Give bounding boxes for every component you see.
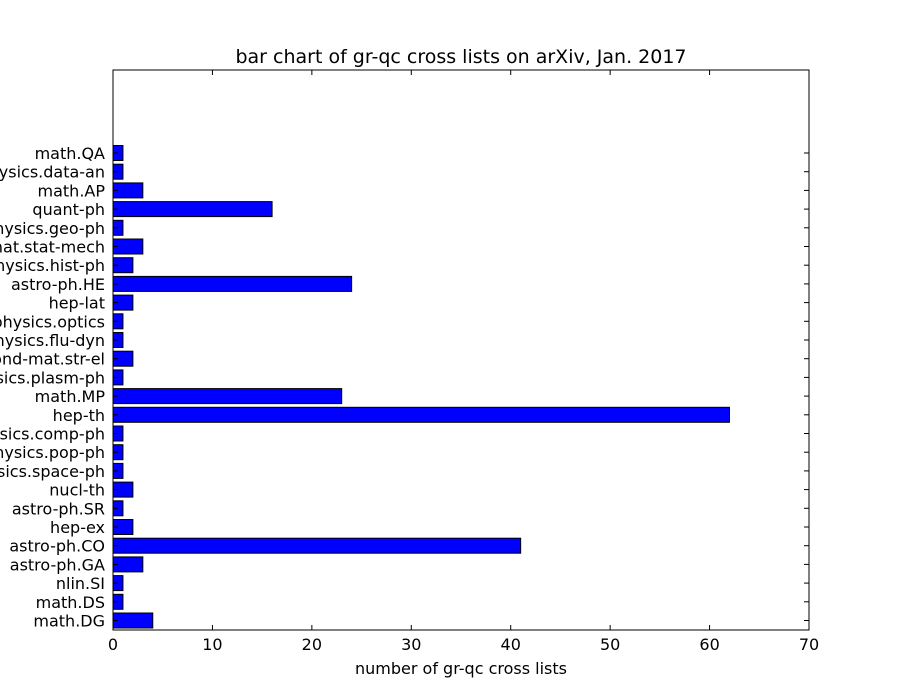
- y-tick-label: math.MP: [35, 387, 106, 406]
- axis-ticks: math.DGmath.DSnlin.SIastro-ph.GAastro-ph…: [0, 70, 819, 654]
- y-tick-label: physics.comp-ph: [0, 425, 105, 444]
- y-tick-label: nlin.SI: [56, 574, 105, 593]
- y-tick-label: cond-mat.stat-mech: [0, 238, 105, 257]
- y-tick-label: hep-ex: [50, 518, 105, 537]
- y-tick-label: math.AP: [38, 181, 106, 200]
- y-tick-label: hep-lat: [49, 294, 105, 313]
- x-tick-label: 30: [401, 635, 421, 654]
- y-tick-label: hep-th: [53, 406, 105, 425]
- y-tick-label: astro-ph.CO: [9, 537, 105, 556]
- x-axis-label: number of gr-qc cross lists: [355, 659, 567, 678]
- y-tick-label: physics.geo-ph: [0, 219, 105, 238]
- y-tick-label: astro-ph.SR: [12, 499, 105, 518]
- bar-quant-ph: [112, 201, 273, 218]
- x-tick-label: 10: [202, 635, 222, 654]
- y-tick-label: physics.plasm-ph: [0, 368, 105, 387]
- x-tick-label: 60: [699, 635, 719, 654]
- y-tick-label: astro-ph.HE: [11, 275, 105, 294]
- y-tick-label: cond-mat.str-el: [0, 350, 105, 369]
- y-tick-label: physics.data-an: [0, 163, 105, 182]
- y-tick-label: physics.flu-dyn: [0, 331, 105, 350]
- x-tick-label: 20: [302, 635, 322, 654]
- bar-math.MP: [112, 388, 343, 405]
- x-tick-label: 0: [108, 635, 118, 654]
- y-tick-label: physics.space-ph: [0, 462, 105, 481]
- bar-hep-th: [112, 406, 730, 423]
- bars: [112, 145, 730, 629]
- y-tick-label: math.DG: [33, 612, 105, 631]
- y-tick-label: math.QA: [35, 144, 105, 163]
- x-tick-label: 70: [799, 635, 819, 654]
- bar-astro-ph.CO: [112, 537, 522, 554]
- y-tick-label: nucl-th: [49, 481, 105, 500]
- bar-astro-ph.HE: [112, 275, 353, 292]
- y-tick-label: physics.hist-ph: [0, 256, 105, 275]
- x-tick-label: 50: [600, 635, 620, 654]
- y-tick-label: quant-ph: [32, 200, 105, 219]
- y-tick-label: math.DS: [36, 593, 105, 612]
- y-tick-label: physics.pop-ph: [0, 443, 105, 462]
- chart-title: bar chart of gr-qc cross lists on arXiv,…: [235, 46, 686, 68]
- y-tick-label: astro-ph.GA: [10, 555, 105, 574]
- plot-frame: [112, 69, 810, 631]
- x-tick-label: 40: [501, 635, 521, 654]
- y-tick-label: physics.optics: [0, 312, 105, 331]
- bar-math.DG: [112, 612, 154, 629]
